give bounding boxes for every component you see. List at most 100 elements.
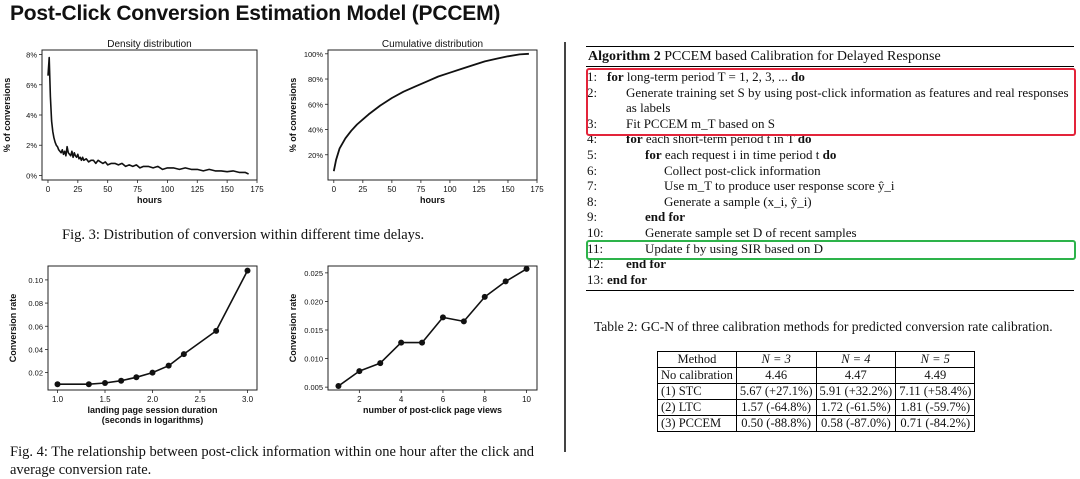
- table-cell: 4.49: [895, 367, 976, 384]
- table-cell: (3) PCCEM: [657, 415, 737, 432]
- line-text: Generate sample set D of recent samples: [607, 225, 1074, 241]
- algorithm-line: 13: end for: [586, 272, 1074, 288]
- keyword: for: [607, 69, 624, 84]
- data-point: [419, 339, 426, 346]
- algorithm-line: 1: for long-term period T = 1, 2, 3, ... …: [586, 69, 1074, 85]
- y-tick-label: 0%: [26, 171, 37, 180]
- table-cell: 5.91 (+32.2%): [815, 383, 897, 400]
- fig4-caption: Fig. 4: The relationship between post-cl…: [10, 444, 535, 478]
- table-cell: 0.71 (-84.2%): [895, 415, 976, 432]
- data-point: [54, 381, 61, 388]
- statement: Update f by using SIR based on D: [645, 240, 824, 256]
- table-cell: 4.47: [815, 367, 897, 384]
- y-tick-label: 0.010: [304, 355, 323, 364]
- y-tick-label: 0.10: [28, 276, 43, 285]
- keyword: for: [645, 146, 662, 162]
- line-text: Collect post-click information: [607, 163, 1074, 179]
- line-number: 9:: [587, 209, 598, 225]
- chart-title: Density distribution: [107, 39, 191, 50]
- data-point: [85, 381, 92, 388]
- x-tick-label: 125: [191, 185, 205, 194]
- algorithm-line: 7: Use m_T to produce user response score…: [586, 178, 1074, 194]
- y-tick-label: 0.02: [28, 369, 43, 378]
- x-tick-label: 50: [387, 185, 396, 194]
- line-number: 3:: [587, 115, 598, 131]
- line-text: Update f by using SIR based on D: [607, 241, 1074, 257]
- data-point: [377, 360, 384, 367]
- x-tick-label: 75: [416, 185, 425, 194]
- statement: Collect post-click information: [664, 162, 821, 178]
- table-row: (2) LTC 1.57 (-64.8%) 1.72 (-61.5%) 1.81…: [657, 399, 976, 416]
- x-tick-label: 2: [357, 395, 362, 404]
- y-tick-label: 0.08: [28, 299, 43, 308]
- line-number: 5:: [587, 146, 598, 162]
- statement: long-term period T = 1, 2, 3, ...: [626, 69, 788, 84]
- y-tick-label: 100%: [304, 50, 324, 59]
- x-tick-label: 0: [46, 185, 51, 194]
- table-cell: 1.72 (-61.5%): [815, 399, 897, 416]
- chart-title: Cumulative distribution: [382, 39, 483, 50]
- algorithm-title-text: PCCEM based Calibration for Delayed Resp…: [664, 49, 941, 64]
- y-tick-label: 2%: [26, 141, 37, 150]
- statement: Fit PCCEM m_T based on S: [626, 115, 775, 131]
- algorithm-body: 1: for long-term period T = 1, 2, 3, ... …: [586, 67, 1074, 292]
- algorithm-title: Algorithm 2 PCCEM based Calibration for …: [586, 46, 1074, 67]
- line-number: 8:: [587, 193, 598, 209]
- algorithm-title-number: Algorithm 2: [588, 49, 661, 64]
- table-cell: 1.57 (-64.8%): [735, 399, 817, 416]
- y-tick-label: 0.020: [304, 297, 323, 306]
- series-line: [338, 268, 527, 387]
- slide-title: Post-Click Conversion Estimation Model (…: [10, 2, 501, 25]
- table-row: (3) PCCEM 0.50 (-88.8%) 0.58 (-87.0%) 0.…: [657, 415, 976, 432]
- line-number: 6:: [587, 162, 598, 178]
- x-tick-label: 150: [220, 185, 234, 194]
- line-number: 2:: [587, 84, 598, 100]
- y-axis-label: Conversion rate: [8, 294, 18, 363]
- data-point: [165, 362, 172, 369]
- y-tick-label: 4%: [26, 111, 37, 120]
- algorithm-line: 6: Collect post-click information: [586, 163, 1074, 179]
- data-point: [356, 368, 363, 375]
- table-cell: 0.58 (-87.0%): [815, 415, 897, 432]
- keyword: do: [791, 69, 805, 84]
- table-cell: No calibration: [657, 367, 737, 384]
- x-tick-label: 100: [443, 185, 457, 194]
- algorithm-line: 8: Generate a sample (x_i, ŷ_i): [586, 194, 1074, 210]
- density-chart: Density distribution 0 25 50 75 100 125 150 175 0…: [0, 38, 270, 218]
- line-text: Generate training set S by using post-cl…: [607, 85, 1074, 116]
- plot-frame: [41, 49, 258, 181]
- highlight-green-box: [586, 240, 1076, 260]
- y-tick-label: 20%: [308, 151, 323, 160]
- table-cell: (1) STC: [657, 383, 737, 400]
- table2-caption: Table 2: GC-N of three calibration metho…: [594, 319, 1053, 334]
- statement: Use m_T to produce user response score ŷ…: [664, 178, 895, 194]
- data-point: [149, 369, 156, 376]
- x-tick-label: 100: [161, 185, 175, 194]
- keyword: end for: [607, 271, 648, 287]
- y-tick-label: 8%: [26, 51, 37, 60]
- table-header-cell: N = 3: [735, 351, 817, 368]
- table-row: No calibration 4.46 4.47 4.49: [657, 367, 976, 384]
- series-line: [47, 56, 249, 175]
- y-tick-label: 80%: [308, 75, 323, 84]
- page-views-chart: 2 4 6 8 10 0.005 0.010 0.015 0.020 0.025 number of…: [280, 262, 550, 432]
- data-point: [398, 339, 405, 346]
- table-cell: 5.67 (+27.1%): [735, 383, 817, 400]
- algorithm-line: 2: Generate training set S by using post-…: [586, 85, 1074, 116]
- table-header-cell: N = 4: [815, 351, 897, 368]
- line-text: end for: [607, 272, 1074, 288]
- keyword: end for: [645, 209, 686, 225]
- algorithm-line: 9: end for: [586, 209, 1074, 225]
- data-point: [481, 293, 488, 300]
- line-number: 10:: [587, 224, 604, 240]
- x-tick-label: 6: [441, 395, 446, 404]
- line-number: 11:: [587, 240, 604, 256]
- x-tick-label: 1.0: [52, 395, 64, 404]
- fig3-caption: Fig. 3: Distribution of conversion withi…: [62, 227, 425, 243]
- y-tick-label: 40%: [308, 126, 323, 135]
- algorithm-box: Algorithm 2 PCCEM based Calibration for …: [586, 46, 1074, 292]
- x-tick-label: 25: [358, 185, 367, 194]
- line-number: 13:: [587, 271, 604, 287]
- table-cell: 4.46: [735, 367, 817, 384]
- x-tick-label: 125: [472, 185, 486, 194]
